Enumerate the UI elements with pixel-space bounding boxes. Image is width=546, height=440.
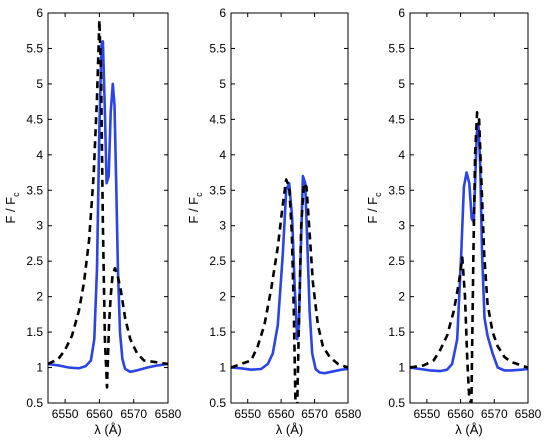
x-axis-label: λ (Å) (94, 422, 121, 437)
plot-frame (47, 12, 169, 404)
x-tick-label: 6570 (481, 407, 508, 421)
x-tick-label: 6580 (335, 407, 362, 421)
y-tick-label: 3.5 (388, 183, 405, 197)
y-tick-label: 5.5 (26, 41, 43, 55)
x-tick-label: 6560 (447, 407, 474, 421)
series-solid-line (410, 121, 528, 373)
y-tick-label: 0.5 (26, 396, 43, 410)
y-tick-label: 1 (398, 361, 405, 375)
y-tick-label: 1.5 (209, 325, 226, 339)
y-tick-label: 6 (398, 6, 405, 20)
y-tick-label: 4 (398, 148, 405, 162)
x-axis-label: λ (Å) (276, 422, 303, 437)
y-axis-label: F / Fc (3, 192, 21, 224)
y-tick-label: 1 (219, 361, 226, 375)
y-tick-label: 4.5 (388, 112, 405, 126)
y-tick-label: 3 (36, 219, 43, 233)
y-tick-label: 3.5 (26, 183, 43, 197)
y-tick-label: 5 (36, 77, 43, 91)
x-tick-label: 6550 (234, 407, 261, 421)
y-tick-label: 4.5 (209, 112, 226, 126)
y-tick-label: 2.5 (26, 254, 43, 268)
y-tick-label: 2.5 (209, 254, 226, 268)
y-axis-label-main: F / F (365, 197, 380, 224)
y-axis-label-subscript: c (373, 192, 383, 197)
y-tick-label: 2.5 (388, 254, 405, 268)
x-tick-label: 6550 (414, 407, 441, 421)
y-axis-label-subscript: c (11, 192, 21, 197)
y-axis-label: F / Fc (186, 192, 204, 224)
panel-1: 0.5 1 1.5 2 2.5 3 3.5 4 4.5 5 5.5 6 6550 6560 6570 6580… (3, 6, 182, 437)
x-tick-label: 6550 (52, 407, 79, 421)
y-tick-label: 0.5 (388, 396, 405, 410)
series-dashed-line (48, 18, 168, 389)
series-solid-line (48, 40, 168, 374)
y-tick-label: 0.5 (209, 396, 226, 410)
y-tick-label: 5.5 (388, 41, 405, 55)
y-tick-label: 2 (398, 290, 405, 304)
x-axis-label: λ (Å) (455, 422, 482, 437)
x-tick-label: 6570 (120, 407, 147, 421)
y-axis-label-main: F / F (186, 197, 201, 224)
panel-3: 0.5 1 1.5 2 2.5 3 3.5 4 4.5 5 5.5 6 6550 6560 6570 6580… (365, 6, 542, 437)
y-axis-label-main: F / F (3, 197, 18, 224)
y-axis-label-subscript: c (194, 192, 204, 197)
panel-2: 0.5 1 1.5 2 2.5 3 3.5 4 4.5 5 5.5 6 6550 6560 6570 6580… (186, 6, 362, 437)
y-tick-label: 6 (219, 6, 226, 20)
y-tick-label: 1.5 (26, 325, 43, 339)
y-tick-label: 1 (36, 361, 43, 375)
plot-frame (230, 12, 349, 404)
y-axis-label: F / Fc (365, 192, 383, 224)
y-tick-label: 5 (219, 77, 226, 91)
y-tick-label: 3 (219, 219, 226, 233)
y-tick-label: 4 (36, 148, 43, 162)
x-tick-label: 6580 (515, 407, 542, 421)
x-tick-label: 6580 (155, 407, 182, 421)
x-tick-label: 6560 (86, 407, 113, 421)
y-tick-label: 4.5 (26, 112, 43, 126)
y-tick-label: 6 (36, 6, 43, 20)
y-tick-label: 2 (36, 290, 43, 304)
y-tick-label: 2 (219, 290, 226, 304)
y-tick-label: 5 (398, 77, 405, 91)
plot-frame (409, 12, 529, 404)
x-tick-label: 6570 (301, 407, 328, 421)
x-tick-label: 6560 (268, 407, 295, 421)
y-tick-label: 5.5 (209, 41, 226, 55)
y-tick-label: 3 (398, 219, 405, 233)
y-tick-label: 3.5 (209, 183, 226, 197)
series-dashed-line (410, 111, 528, 403)
y-tick-label: 1.5 (388, 325, 405, 339)
y-tick-label: 4 (219, 148, 226, 162)
